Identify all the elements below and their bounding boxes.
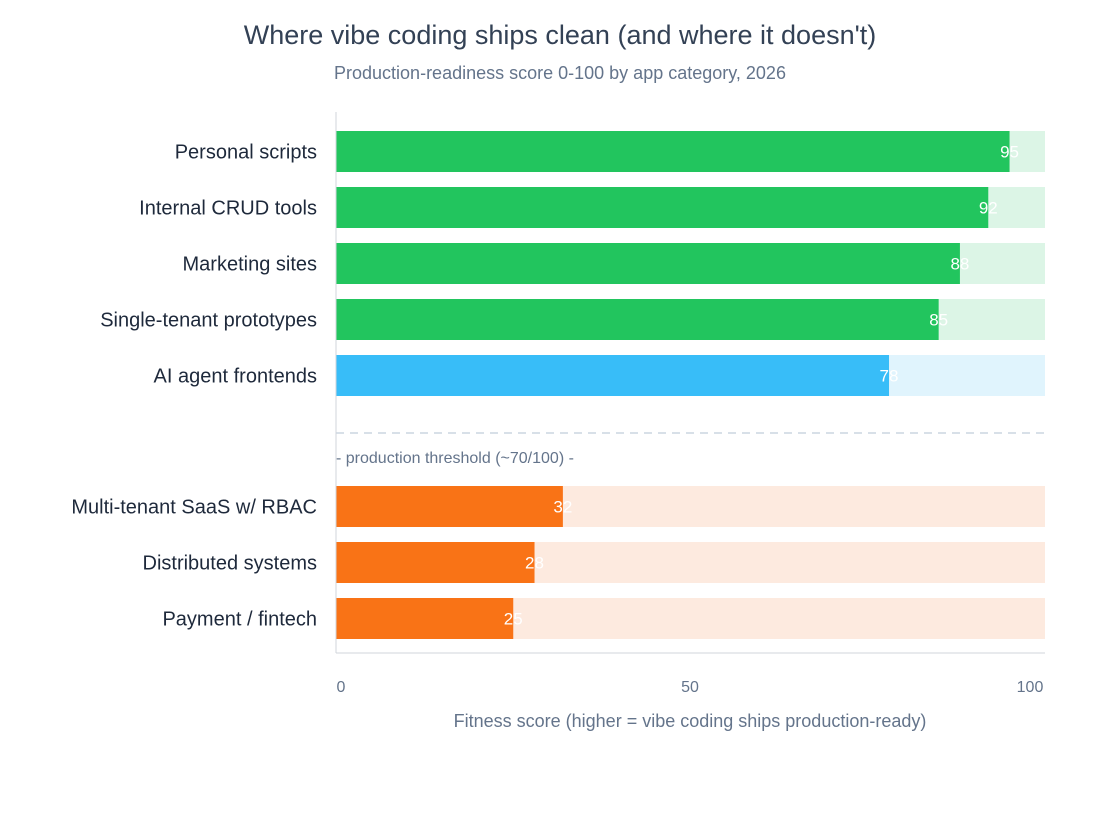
bar-7: [336, 598, 514, 639]
category-label-6: Distributed systems: [143, 553, 318, 575]
bar-1: [336, 187, 989, 228]
bar-5: [336, 486, 563, 527]
bar-value-label-3: 85: [929, 311, 948, 330]
bar-value-label-2: 88: [950, 255, 969, 274]
bar-0: [336, 131, 1010, 172]
bars-layer: - production threshold (~70/100) - 95 Pers…: [71, 112, 1045, 654]
category-label-2: Marketing sites: [183, 254, 318, 276]
chart-subtitle: Production-readiness score 0-100 by app …: [334, 63, 786, 83]
category-label-7: Payment / fintech: [162, 609, 317, 631]
category-label-1: Internal CRUD tools: [139, 198, 317, 220]
category-label-5: Multi-tenant SaaS w/ RBAC: [71, 497, 317, 519]
bar-value-label-5: 32: [553, 498, 572, 517]
x-tick-label-100: 100: [1017, 679, 1044, 696]
bar-value-label-6: 28: [525, 554, 544, 573]
bar-value-label-1: 92: [979, 199, 998, 218]
category-label-4: AI agent frontends: [154, 366, 317, 388]
bar-6: [336, 542, 535, 583]
bar-value-label-0: 95: [1000, 143, 1019, 162]
bar-3: [336, 299, 939, 340]
bar-value-label-4: 78: [880, 367, 899, 386]
x-tick-label-0: 0: [337, 679, 346, 696]
x-axis-title: Fitness score (higher = vibe coding ship…: [454, 711, 927, 731]
x-tick-label-50: 50: [681, 679, 699, 696]
threshold-label: - production threshold (~70/100) -: [336, 450, 574, 467]
category-label-3: Single-tenant prototypes: [100, 310, 317, 332]
bar-value-label-7: 25: [504, 610, 523, 629]
bar-4: [336, 355, 890, 396]
bar-2: [336, 243, 960, 284]
chart-title: Where vibe coding ships clean (and where…: [244, 20, 877, 50]
category-label-0: Personal scripts: [175, 142, 317, 164]
